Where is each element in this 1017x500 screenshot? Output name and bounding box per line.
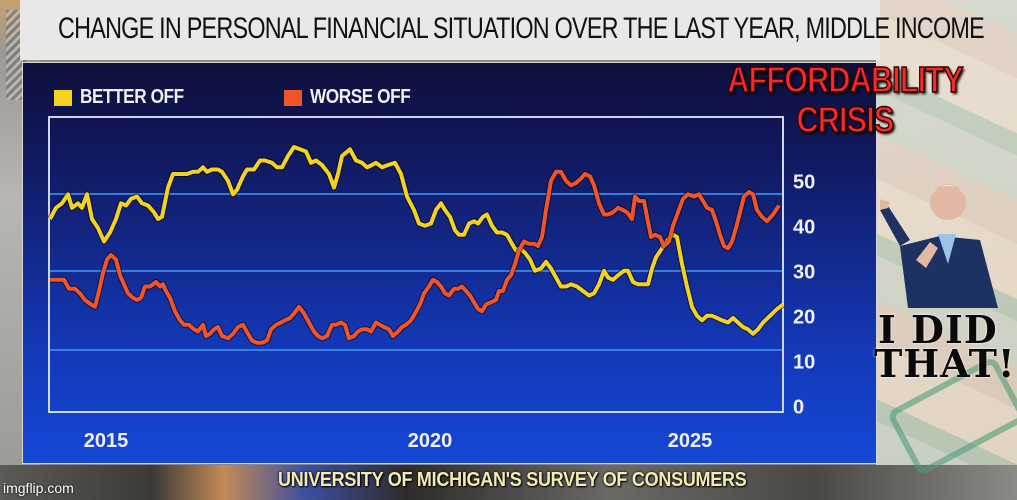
title-bar: CHANGE IN PERSONAL FINANCIAL SITUATION O… (20, 0, 985, 60)
quote-line1: I DID (878, 307, 998, 352)
chart-title: CHANGE IN PERSONAL FINANCIAL SITUATION O… (58, 12, 985, 45)
legend-label: WORSE OFF (310, 86, 411, 108)
x-tick-label: 2015 (83, 430, 129, 452)
watermark: imgflip.com (3, 480, 74, 496)
legend-swatch-red (284, 89, 302, 106)
headline-line1: AFFORDABILITY (727, 59, 965, 101)
x-tick-label: 2025 (667, 430, 713, 452)
y-tick-label: 10 (793, 351, 816, 374)
x-tick-label: 2020 (407, 430, 453, 452)
headline-line2: CRISIS (796, 99, 895, 141)
legend-swatch-yellow (54, 89, 72, 106)
y-tick-label: 20 (793, 306, 816, 329)
gridline (50, 349, 782, 351)
source-caption: UNIVERSITY OF MICHIGAN'S SURVEY OF CONSU… (278, 469, 747, 491)
legend-item-worse-off: WORSE OFF (284, 86, 427, 109)
y-tick-label: 40 (793, 216, 816, 239)
quote-line2: THAT! (874, 341, 1016, 386)
legend-label: BETTER OFF (80, 86, 184, 108)
person-pointing-image (880, 184, 998, 308)
plot-frame (48, 116, 784, 413)
y-tick-label: 30 (793, 261, 816, 284)
y-tick-label: 50 (793, 171, 816, 194)
background-bottom (0, 465, 1017, 500)
legend-item-better-off: BETTER OFF (54, 86, 201, 109)
y-tick-label: 0 (793, 396, 805, 419)
